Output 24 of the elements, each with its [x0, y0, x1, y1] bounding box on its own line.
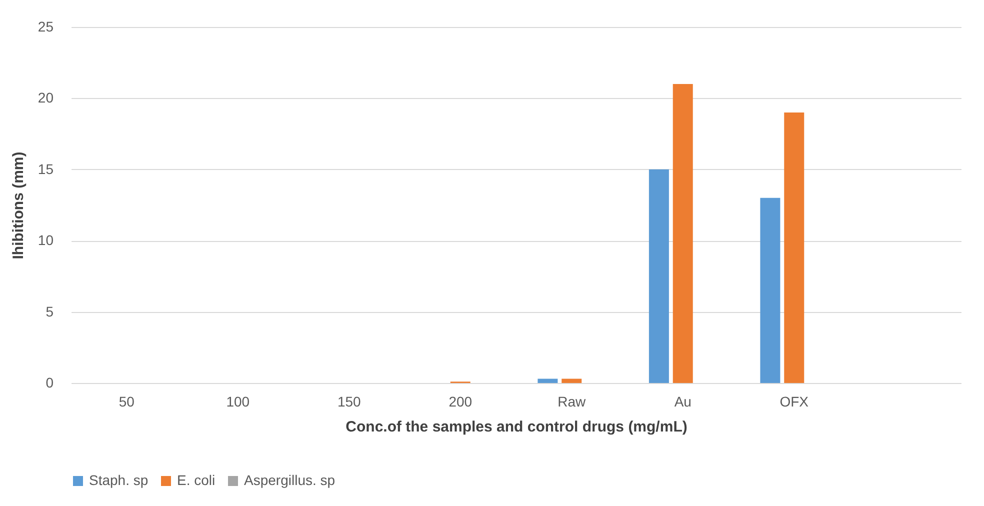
bar	[784, 112, 804, 383]
x-tick-label: 100	[226, 394, 250, 410]
legend-label: Staph. sp	[89, 472, 148, 488]
y-tick-label: 10	[38, 232, 54, 248]
y-tick-label: 25	[38, 18, 54, 34]
y-axis-title: Ihibitions (mm)	[10, 152, 27, 260]
x-tick-label: 150	[337, 394, 362, 410]
y-tick-label: 20	[38, 90, 54, 106]
x-tick-label: Raw	[558, 394, 587, 410]
y-tick-label: 15	[38, 160, 54, 177]
bar	[538, 378, 558, 383]
bar	[760, 198, 780, 383]
bar	[562, 378, 582, 383]
x-tick-label: 50	[118, 394, 135, 410]
x-tick-label: 200	[448, 394, 472, 410]
legend-label: E. coli	[177, 472, 216, 488]
y-tick-label: 0	[46, 374, 54, 390]
bar	[672, 84, 693, 383]
x-tick-label: Au	[674, 394, 692, 410]
y-tick-label: 5	[46, 303, 54, 320]
legend-label: Aspergillus. sp	[244, 472, 336, 488]
x-tick-label: OFX	[780, 394, 810, 410]
x-axis-title: Conc.of the samples and control drugs (mg/mL)	[346, 418, 688, 436]
bar	[648, 169, 669, 383]
